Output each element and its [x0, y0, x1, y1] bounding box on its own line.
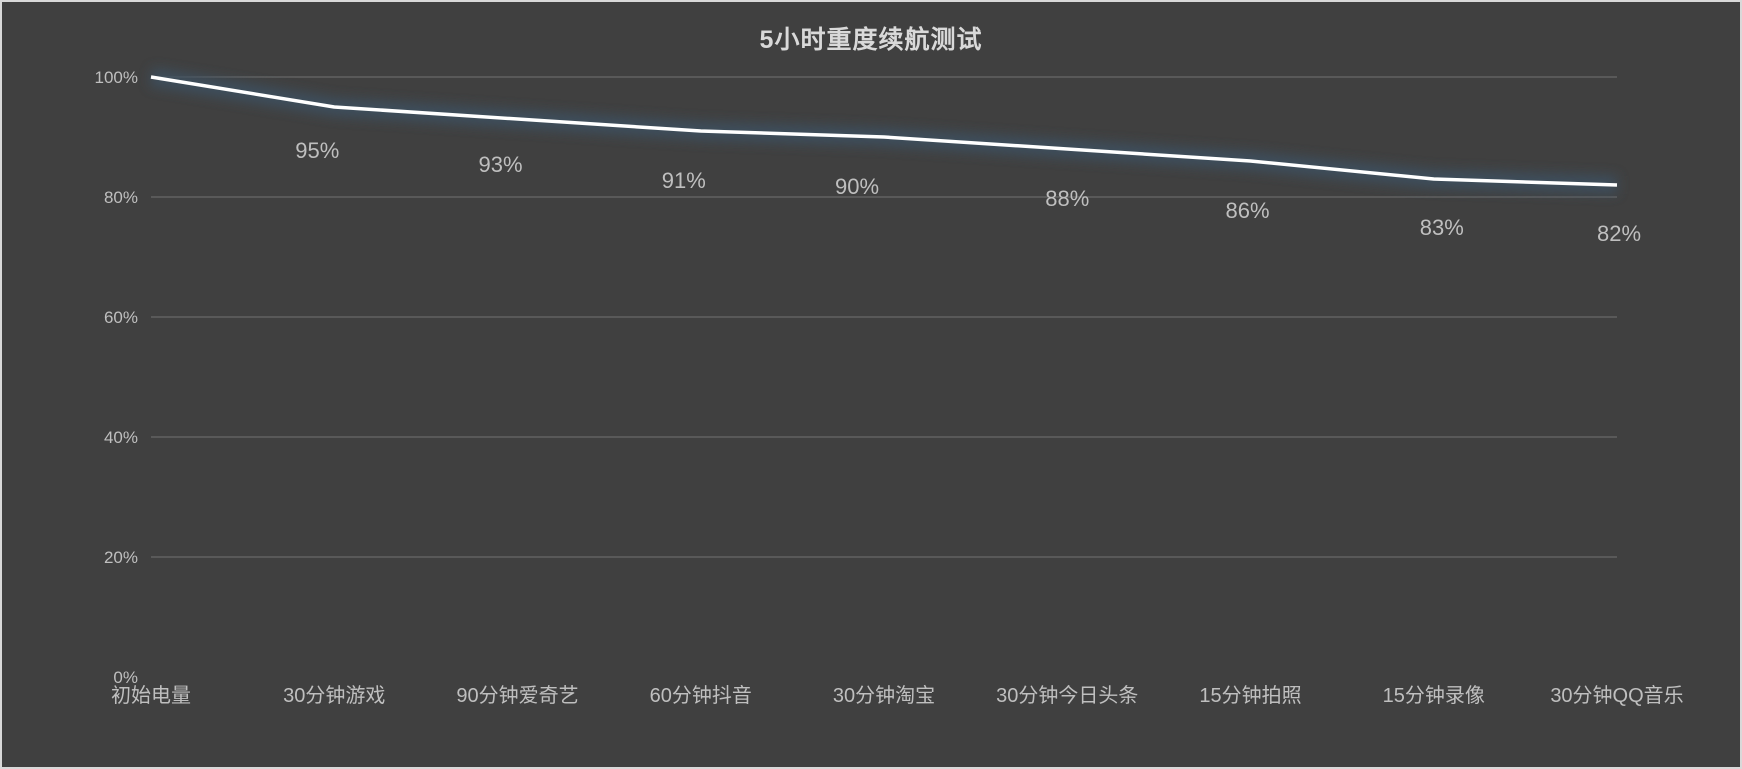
data-label: 93%	[478, 152, 522, 177]
x-category-label: 90分钟爱奇艺	[456, 684, 578, 707]
x-category-label: 15分钟录像	[1383, 684, 1485, 707]
y-tick-label: 100%	[95, 68, 138, 87]
x-category-label: 初始电量	[111, 684, 191, 707]
data-labels: 95% 93% 91% 90% 88% 86% 83% 82%	[295, 138, 1641, 246]
data-label: 90%	[835, 174, 879, 199]
y-axis-ticks: 0% 20% 40% 60% 80% 100%	[95, 68, 138, 687]
x-category-label: 30分钟QQ音乐	[1550, 684, 1683, 707]
y-tick-label: 80%	[104, 188, 138, 207]
battery-series	[149, 68, 1618, 194]
y-tick-label: 0%	[113, 668, 138, 687]
gridlines	[151, 76, 1617, 558]
chart-title: 5小时重度续航测试	[759, 26, 983, 54]
data-label: 88%	[1045, 186, 1089, 211]
data-label: 91%	[662, 168, 706, 193]
y-tick-label: 40%	[104, 428, 138, 447]
battery-line	[150, 75, 1618, 187]
x-category-label: 15分钟拍照	[1199, 684, 1301, 707]
x-axis-categories: 初始电量 30分钟游戏 90分钟爱奇艺 60分钟抖音 30分钟淘宝 30分钟今日头条 15分…	[111, 684, 1684, 707]
x-category-label: 30分钟今日头条	[996, 684, 1138, 707]
y-tick-label: 60%	[104, 308, 138, 327]
x-category-label: 30分钟游戏	[283, 684, 385, 707]
data-label: 82%	[1597, 221, 1641, 246]
data-label: 86%	[1225, 198, 1269, 223]
x-category-label: 30分钟淘宝	[833, 684, 935, 707]
x-category-label: 60分钟抖音	[650, 684, 752, 707]
data-label: 83%	[1420, 215, 1464, 240]
line-glow	[149, 68, 1618, 194]
data-label: 95%	[295, 138, 339, 163]
y-tick-label: 20%	[104, 548, 138, 567]
